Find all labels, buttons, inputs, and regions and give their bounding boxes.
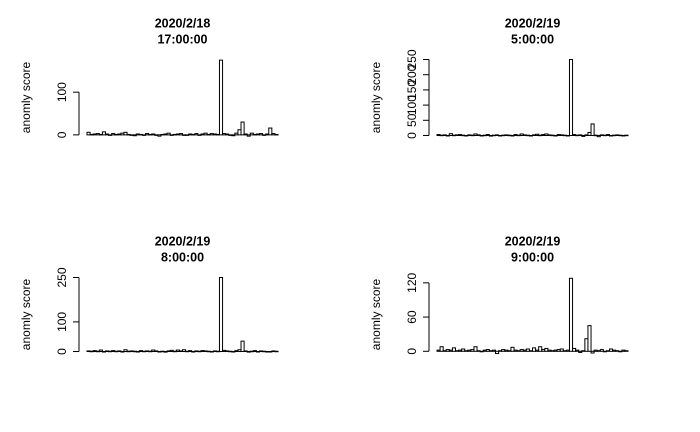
y-tick-label: 100 (55, 312, 69, 332)
bar (587, 325, 592, 352)
bar (274, 133, 279, 136)
bar (575, 349, 580, 352)
bar (182, 349, 187, 353)
bar (98, 349, 103, 353)
bar (525, 348, 530, 352)
y-tick-label: 100 (55, 82, 69, 102)
bar (461, 348, 466, 352)
bar (532, 347, 537, 352)
bar (268, 127, 273, 136)
y-tick-label: 150 (405, 80, 419, 100)
y-tick-label: 100 (405, 95, 419, 115)
bar (123, 131, 128, 136)
bar (240, 121, 245, 136)
bar (178, 133, 184, 136)
bar (473, 346, 478, 352)
bar (218, 59, 224, 136)
y-tick-label: 0 (55, 131, 69, 138)
bar (590, 123, 595, 136)
y-tick-label: 0 (405, 132, 419, 139)
bar (259, 133, 264, 136)
chart-subtitle: 8:00:00 (161, 250, 204, 264)
bar (568, 59, 574, 136)
bar (590, 350, 595, 354)
bar (157, 134, 162, 137)
chart-title: 2020/2/19 (155, 234, 211, 248)
y-tick-label: 50 (405, 113, 419, 127)
bar (559, 348, 564, 352)
bar (624, 350, 629, 352)
y-tick-label: 0 (405, 348, 419, 355)
bar (495, 350, 500, 355)
y-tick-label: 250 (55, 267, 69, 287)
y-axis-label: anomly score (369, 62, 383, 134)
chart-subtitle: 17:00:00 (157, 32, 207, 46)
bar (240, 340, 245, 353)
bar (538, 346, 543, 352)
bar (578, 350, 583, 353)
bar (568, 277, 574, 352)
chart-subtitle: 5:00:00 (511, 32, 554, 46)
bar (218, 276, 224, 353)
bar (510, 346, 515, 352)
bar (451, 347, 456, 352)
bar (448, 133, 453, 136)
y-tick-label: 250 (405, 49, 419, 69)
y-tick-label: 0 (55, 348, 69, 355)
bar (194, 133, 199, 136)
bar (246, 134, 251, 137)
bar (123, 349, 128, 353)
bar (101, 131, 106, 136)
y-axis-label: anomly score (369, 279, 383, 351)
y-axis-label: anomly score (19, 62, 33, 134)
bar (86, 131, 91, 136)
y-tick-label: 60 (405, 310, 419, 324)
y-tick-label: 200 (405, 64, 419, 84)
chart-title: 2020/2/18 (155, 16, 211, 30)
bar (624, 134, 629, 137)
bar (439, 346, 444, 352)
bar (599, 349, 604, 352)
chart-title: 2020/2/19 (505, 234, 561, 248)
bar (596, 134, 601, 138)
bar (491, 349, 497, 352)
chart-subtitle: 9:00:00 (511, 250, 554, 264)
y-tick-label: 120 (405, 273, 419, 293)
bar (274, 350, 279, 353)
y-axis-label: anomly score (19, 279, 33, 351)
chart-title: 2020/2/19 (505, 16, 561, 30)
bar (166, 132, 171, 136)
